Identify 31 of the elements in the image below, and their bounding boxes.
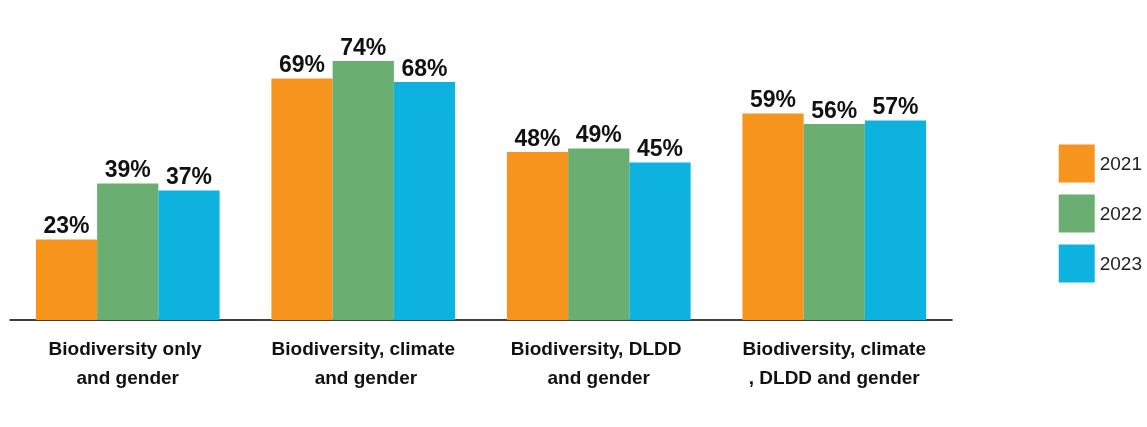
data-label: 37% [165, 163, 212, 189]
bar [271, 78, 333, 320]
data-label: 69% [279, 51, 326, 77]
data-label: 59% [750, 86, 797, 112]
x-tick-label: Biodiversity, climate, DLDD and gender [742, 338, 926, 388]
x-tick-label: Biodiversity, DLDD and gender [510, 338, 687, 388]
data-label: 23% [43, 212, 90, 238]
legend-label: 2023 [1099, 253, 1143, 274]
legend-label: 2021 [1099, 153, 1143, 174]
x-tick-label: Biodiversity only and gender [48, 338, 207, 388]
bar [158, 190, 220, 320]
bar [864, 120, 927, 320]
data-label: 45% [636, 135, 683, 161]
data-label: 74% [340, 33, 387, 60]
bar [568, 148, 630, 320]
bar [506, 152, 569, 320]
bar [393, 82, 456, 320]
data-label: 57% [872, 93, 919, 119]
bar [803, 124, 865, 320]
bar [332, 61, 394, 320]
bar [629, 162, 691, 320]
bar [35, 239, 98, 320]
data-label: 49% [575, 121, 622, 147]
data-label: 39% [104, 156, 151, 182]
bar [742, 113, 804, 320]
bar [97, 183, 159, 320]
data-label: 48% [514, 124, 561, 151]
data-label: 68% [401, 54, 448, 81]
legend-label: 2022 [1099, 203, 1143, 224]
x-tick-label: Biodiversity, climate and gender [271, 338, 455, 388]
data-label: 56% [811, 96, 858, 123]
